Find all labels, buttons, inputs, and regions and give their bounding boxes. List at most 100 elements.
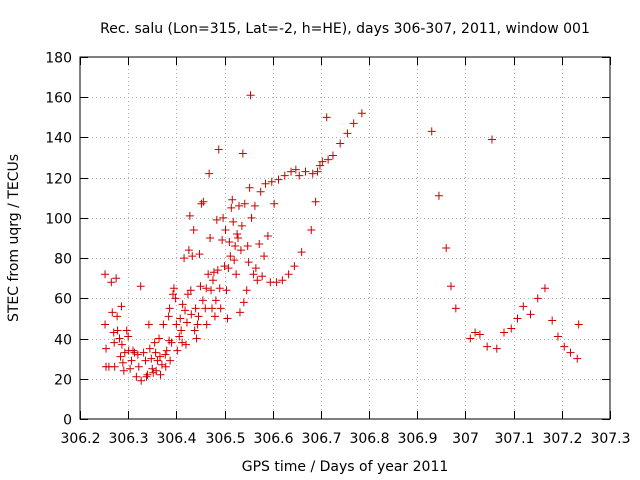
data-point: [118, 358, 127, 367]
data-point: [280, 171, 289, 180]
data-point: [195, 250, 204, 259]
data-point: [102, 344, 111, 353]
data-point: [244, 258, 253, 267]
data-point: [566, 348, 575, 357]
data-point: [210, 312, 219, 321]
data-point: [230, 256, 239, 265]
data-point: [167, 338, 176, 347]
data-point: [109, 328, 118, 337]
data-point: [261, 179, 270, 188]
data-point: [260, 252, 269, 261]
data-point: [222, 286, 231, 295]
data-point: [267, 177, 276, 186]
data-point: [220, 262, 229, 271]
data-point: [349, 119, 358, 128]
data-point: [513, 314, 522, 323]
data-point: [216, 304, 225, 313]
data-point: [263, 231, 272, 240]
x-tick-label: 306.9: [397, 431, 437, 447]
data-point: [211, 296, 220, 305]
data-point: [272, 278, 281, 287]
grid-lines: [80, 57, 610, 419]
y-tick-label: 40: [54, 333, 72, 349]
y-tick-label: 140: [45, 131, 72, 147]
data-point: [150, 338, 159, 347]
data-point: [507, 324, 516, 333]
data-point: [253, 276, 262, 285]
data-point: [137, 376, 146, 385]
data-point: [483, 342, 492, 351]
data-point: [204, 270, 213, 279]
data-point: [155, 352, 164, 361]
data-point: [180, 254, 189, 263]
data-point: [343, 129, 352, 138]
y-tick-labels: 0 20 40 60 80 100 120 140 160 180: [45, 51, 72, 429]
data-point: [190, 326, 199, 335]
data-point: [168, 290, 177, 299]
x-axis-label: GPS time / Days of year 2011: [242, 459, 449, 475]
data-point: [519, 302, 528, 311]
data-point: [297, 248, 306, 257]
data-point: [192, 334, 201, 343]
data-point: [212, 215, 221, 224]
data-point: [301, 167, 310, 176]
data-point: [313, 167, 322, 176]
data-point: [247, 213, 256, 222]
data-point: [291, 165, 300, 174]
data-point: [115, 334, 124, 343]
data-point: [251, 264, 260, 273]
x-tick-label: 306.8: [349, 431, 389, 447]
data-point: [290, 262, 299, 271]
data-point: [278, 276, 287, 285]
x-tick-label: 306.7: [301, 431, 341, 447]
data-point: [240, 199, 249, 208]
data-point: [178, 300, 187, 309]
data-point: [215, 284, 224, 293]
y-axis-label: STEC from uqrg / TECUs: [6, 154, 22, 322]
data-point: [574, 320, 583, 329]
data-point: [434, 191, 443, 200]
data-point: [221, 225, 230, 234]
data-point: [207, 286, 216, 295]
chart-title: Rec. salu (Lon=315, Lat=-2, h=HE), days …: [100, 21, 590, 37]
data-point: [184, 246, 193, 255]
data-point: [533, 294, 542, 303]
data-point: [239, 298, 248, 307]
data-point: [133, 350, 142, 359]
data-point: [124, 332, 133, 341]
data-point: [202, 284, 211, 293]
data-point: [152, 366, 161, 375]
data-point: [318, 157, 327, 166]
x-tick-labels: 306.2 306.3 306.4 306.5 306.6 306.7 306.8 306.9…: [60, 431, 630, 447]
data-point: [243, 242, 252, 251]
data-point: [110, 362, 119, 371]
data-point: [270, 199, 279, 208]
data-point: [500, 328, 508, 337]
data-point: [101, 320, 110, 329]
data-point: [169, 284, 178, 293]
data-point: [183, 290, 192, 299]
data-point: [235, 201, 243, 210]
data-point: [127, 356, 136, 365]
data-point: [176, 314, 185, 323]
data-point: [228, 195, 237, 204]
data-point: [229, 217, 238, 226]
data-point: [177, 326, 186, 335]
data-point: [206, 234, 215, 242]
data-point: [171, 294, 180, 303]
data-point: [208, 304, 217, 313]
data-point: [194, 312, 203, 321]
data-point: [181, 306, 190, 315]
y-tick-label: 80: [54, 252, 72, 268]
data-point: [122, 326, 131, 335]
plot-frame: [79, 56, 611, 420]
data-point: [451, 304, 460, 313]
data-point: [256, 187, 265, 196]
data-point: [139, 348, 148, 357]
data-point: [233, 229, 242, 238]
data-point: [120, 348, 129, 357]
data-point: [336, 139, 345, 148]
data-point: [223, 314, 232, 323]
data-point: [129, 346, 137, 355]
data-point: [107, 278, 116, 287]
